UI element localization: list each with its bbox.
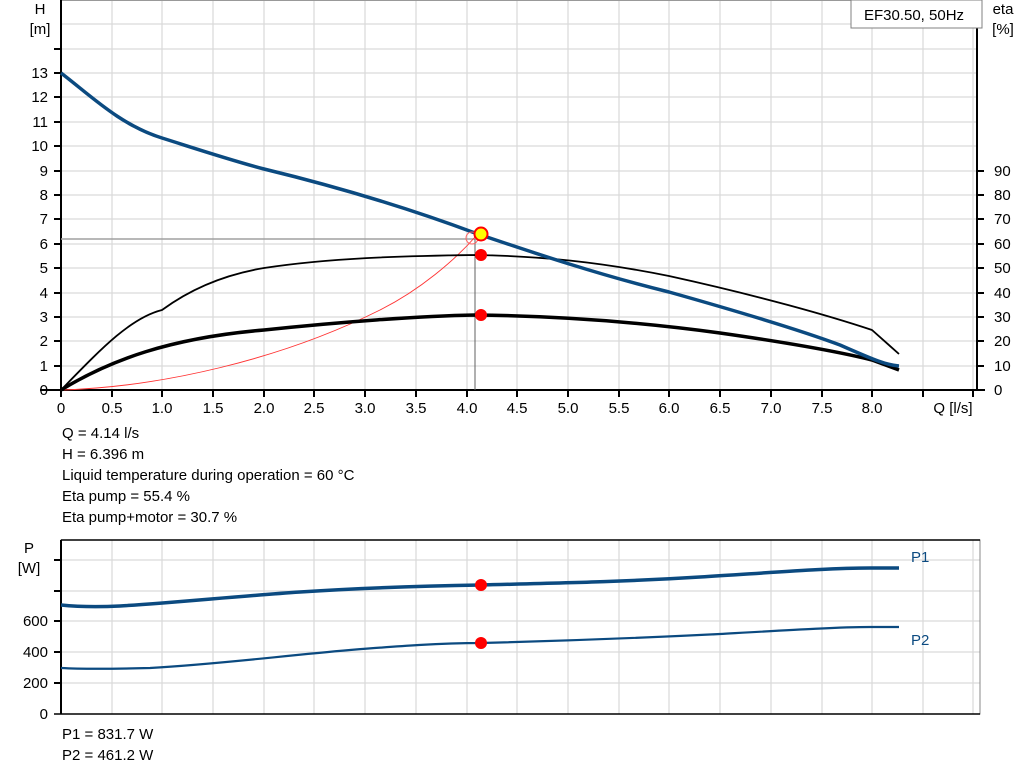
svg-text:12: 12: [31, 89, 48, 106]
svg-text:6.0: 6.0: [659, 400, 680, 417]
bottom-grid-horizontal: [61, 559, 980, 684]
svg-text:20: 20: [994, 333, 1011, 350]
svg-text:6.5: 6.5: [710, 400, 731, 417]
svg-text:8.0: 8.0: [862, 400, 883, 417]
svg-text:70: 70: [994, 211, 1011, 228]
svg-text:40: 40: [994, 285, 1011, 302]
eta-pump-motor-curve: [60, 313, 900, 392]
svg-text:200: 200: [23, 675, 48, 692]
info-eta-pump: Eta pump = 55.4 %: [62, 488, 190, 505]
operating-point-info: Q = 4.14 l/s H = 6.396 m Liquid temperat…: [62, 423, 354, 528]
info-p1: P1 = 831.7 W: [62, 726, 154, 743]
svg-text:3.0: 3.0: [355, 400, 376, 417]
svg-text:0: 0: [40, 706, 48, 723]
eta-axis-tick-labels: 0 10 20 30 40 50 60 70 80 90: [994, 163, 1011, 399]
svg-text:13: 13: [31, 65, 48, 82]
p1-curve: [60, 566, 899, 609]
info-p2: P2 = 461.2 W: [62, 747, 154, 764]
eta-axis-ticks: [977, 170, 984, 367]
svg-text:50: 50: [994, 260, 1011, 277]
svg-text:2: 2: [40, 333, 48, 350]
eta-pump-curve: [60, 254, 900, 391]
svg-text:4.5: 4.5: [507, 400, 528, 417]
h-axis-unit: [m]: [30, 21, 51, 38]
svg-text:10: 10: [994, 358, 1011, 375]
svg-text:4.0: 4.0: [457, 400, 478, 417]
model-title: EF30.50, 50Hz: [864, 7, 964, 24]
svg-text:0: 0: [57, 400, 65, 417]
svg-text:10: 10: [31, 138, 48, 155]
p-axis-tick-labels: 0 200 400 600: [23, 613, 48, 723]
svg-text:8: 8: [40, 187, 48, 204]
p2-op-marker[interactable]: [475, 637, 487, 649]
svg-text:0: 0: [994, 382, 1002, 399]
eta-total-marker[interactable]: [475, 309, 487, 321]
svg-text:5: 5: [40, 260, 48, 277]
p-axis-title: P: [24, 540, 34, 557]
h-axis-tick-labels: 0 1 2 3 4 5 6 7 8 9 10 11 12 13: [31, 65, 48, 399]
svg-text:7: 7: [40, 211, 48, 228]
svg-text:5.5: 5.5: [609, 400, 630, 417]
p1-curve-label: P1: [911, 549, 929, 566]
svg-text:4: 4: [40, 285, 48, 302]
svg-text:0.5: 0.5: [102, 400, 123, 417]
system-curve: [60, 235, 477, 391]
svg-text:90: 90: [994, 163, 1011, 180]
q-axis-tick-labels: 0 0.5 1.0 1.5 2.0 2.5 3.0 3.5 4.0 4.5 5.…: [57, 400, 883, 417]
model-title-box: EF30.50, 50Hz: [850, 0, 983, 29]
svg-text:7.0: 7.0: [761, 400, 782, 417]
p2-curve: [60, 625, 899, 670]
operating-point-marker[interactable]: [473, 226, 489, 242]
info-eta-total: Eta pump+motor = 30.7 %: [62, 509, 238, 526]
svg-text:1: 1: [40, 358, 48, 375]
svg-text:2.5: 2.5: [304, 400, 325, 417]
svg-text:3.5: 3.5: [406, 400, 427, 417]
svg-text:600: 600: [23, 613, 48, 630]
svg-text:7.5: 7.5: [812, 400, 833, 417]
svg-text:6: 6: [40, 236, 48, 253]
eta-axis-title: eta: [993, 1, 1015, 18]
h-axis-ticks: [54, 48, 61, 367]
p-axis-ticks: [54, 559, 61, 684]
q-axis-title: Q [l/s]: [933, 400, 972, 417]
svg-text:400: 400: [23, 644, 48, 661]
svg-text:80: 80: [994, 187, 1011, 204]
info-q: Q = 4.14 l/s: [62, 425, 140, 442]
svg-text:2.0: 2.0: [254, 400, 275, 417]
svg-text:11: 11: [32, 114, 48, 131]
power-info: P1 = 831.7 W P2 = 461.2 W: [62, 724, 153, 766]
p1-op-marker[interactable]: [475, 579, 487, 591]
p-axis-unit: [W]: [18, 560, 41, 577]
svg-text:60: 60: [994, 236, 1011, 253]
svg-text:9: 9: [40, 163, 48, 180]
svg-text:5.0: 5.0: [558, 400, 579, 417]
info-temp: Liquid temperature during operation = 60…: [62, 467, 355, 484]
svg-text:3: 3: [40, 309, 48, 326]
q-axis-ticks: [60, 390, 974, 397]
svg-text:0: 0: [40, 382, 48, 399]
eta-pump-marker[interactable]: [475, 249, 487, 261]
svg-text:1.0: 1.0: [152, 400, 173, 417]
bottom-grid-vertical: [111, 540, 974, 714]
svg-text:1.5: 1.5: [203, 400, 224, 417]
info-h: H = 6.396 m: [62, 446, 145, 463]
h-axis-title: H: [35, 1, 46, 18]
svg-text:30: 30: [994, 309, 1011, 326]
p2-curve-label: P2: [911, 632, 929, 649]
eta-axis-unit: [%]: [992, 21, 1014, 38]
